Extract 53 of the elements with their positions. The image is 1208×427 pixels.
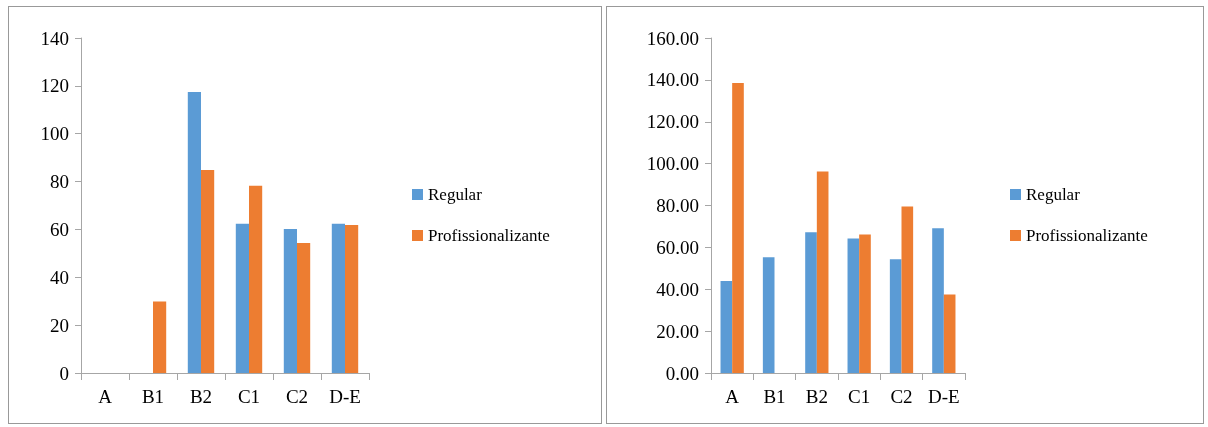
bar <box>847 238 860 373</box>
bar <box>297 243 311 373</box>
y-tick-label: 80.00 <box>656 195 699 216</box>
y-tick-label: 100 <box>40 123 69 145</box>
y-tick-label: 100.00 <box>646 153 699 175</box>
legend-label: Profissionalizante <box>428 226 550 245</box>
x-tick-label: C1 <box>237 386 261 407</box>
bar <box>889 259 902 373</box>
bar <box>249 185 263 373</box>
bar <box>345 225 359 373</box>
y-tick-label: 40.00 <box>656 278 699 300</box>
x-tick-label: A <box>725 386 740 407</box>
bar <box>201 170 215 373</box>
y-tick-label: 0 <box>59 362 69 384</box>
y-tick-label: 40 <box>50 266 69 288</box>
bar <box>805 232 817 373</box>
bar <box>816 171 829 373</box>
legend-label: Regular <box>428 185 483 204</box>
x-tick-label: B1 <box>141 386 165 407</box>
y-tick-label: 80 <box>50 171 69 193</box>
x-tick-label: D-E <box>928 386 960 407</box>
legend-label: Profissionalizante <box>1026 226 1148 245</box>
y-tick-label: 160.00 <box>646 27 699 49</box>
y-tick-label: 20 <box>50 314 69 336</box>
x-tick-label: C1 <box>848 386 871 407</box>
y-tick-label: 120 <box>40 75 69 97</box>
y-tick-label: 120.00 <box>646 111 699 133</box>
bar <box>187 92 201 373</box>
x-tick-label: C2 <box>285 386 309 407</box>
legend-label: Regular <box>1026 185 1081 204</box>
y-tick-label: 0.00 <box>665 362 699 384</box>
bar <box>932 228 944 373</box>
bar <box>235 223 249 373</box>
x-tick-label: B2 <box>189 386 213 407</box>
bar <box>331 223 345 373</box>
x-tick-label: B1 <box>763 386 786 407</box>
y-tick-label: 140 <box>40 27 69 49</box>
bar <box>720 280 733 373</box>
bar <box>153 301 167 373</box>
bar <box>901 206 914 373</box>
x-tick-label: D-E <box>329 386 361 407</box>
y-tick-label: 60 <box>50 218 69 240</box>
x-tick-label: B2 <box>805 386 828 407</box>
bar <box>283 228 297 373</box>
y-tick-label: 20.00 <box>656 320 699 342</box>
y-tick-label: 60.00 <box>656 236 699 258</box>
x-tick-label: C2 <box>890 386 913 407</box>
bar <box>732 83 744 373</box>
bar <box>943 294 956 373</box>
y-tick-label: 140.00 <box>646 69 699 91</box>
bar <box>762 257 775 373</box>
bar <box>859 234 871 373</box>
x-tick-label: A <box>98 386 113 407</box>
